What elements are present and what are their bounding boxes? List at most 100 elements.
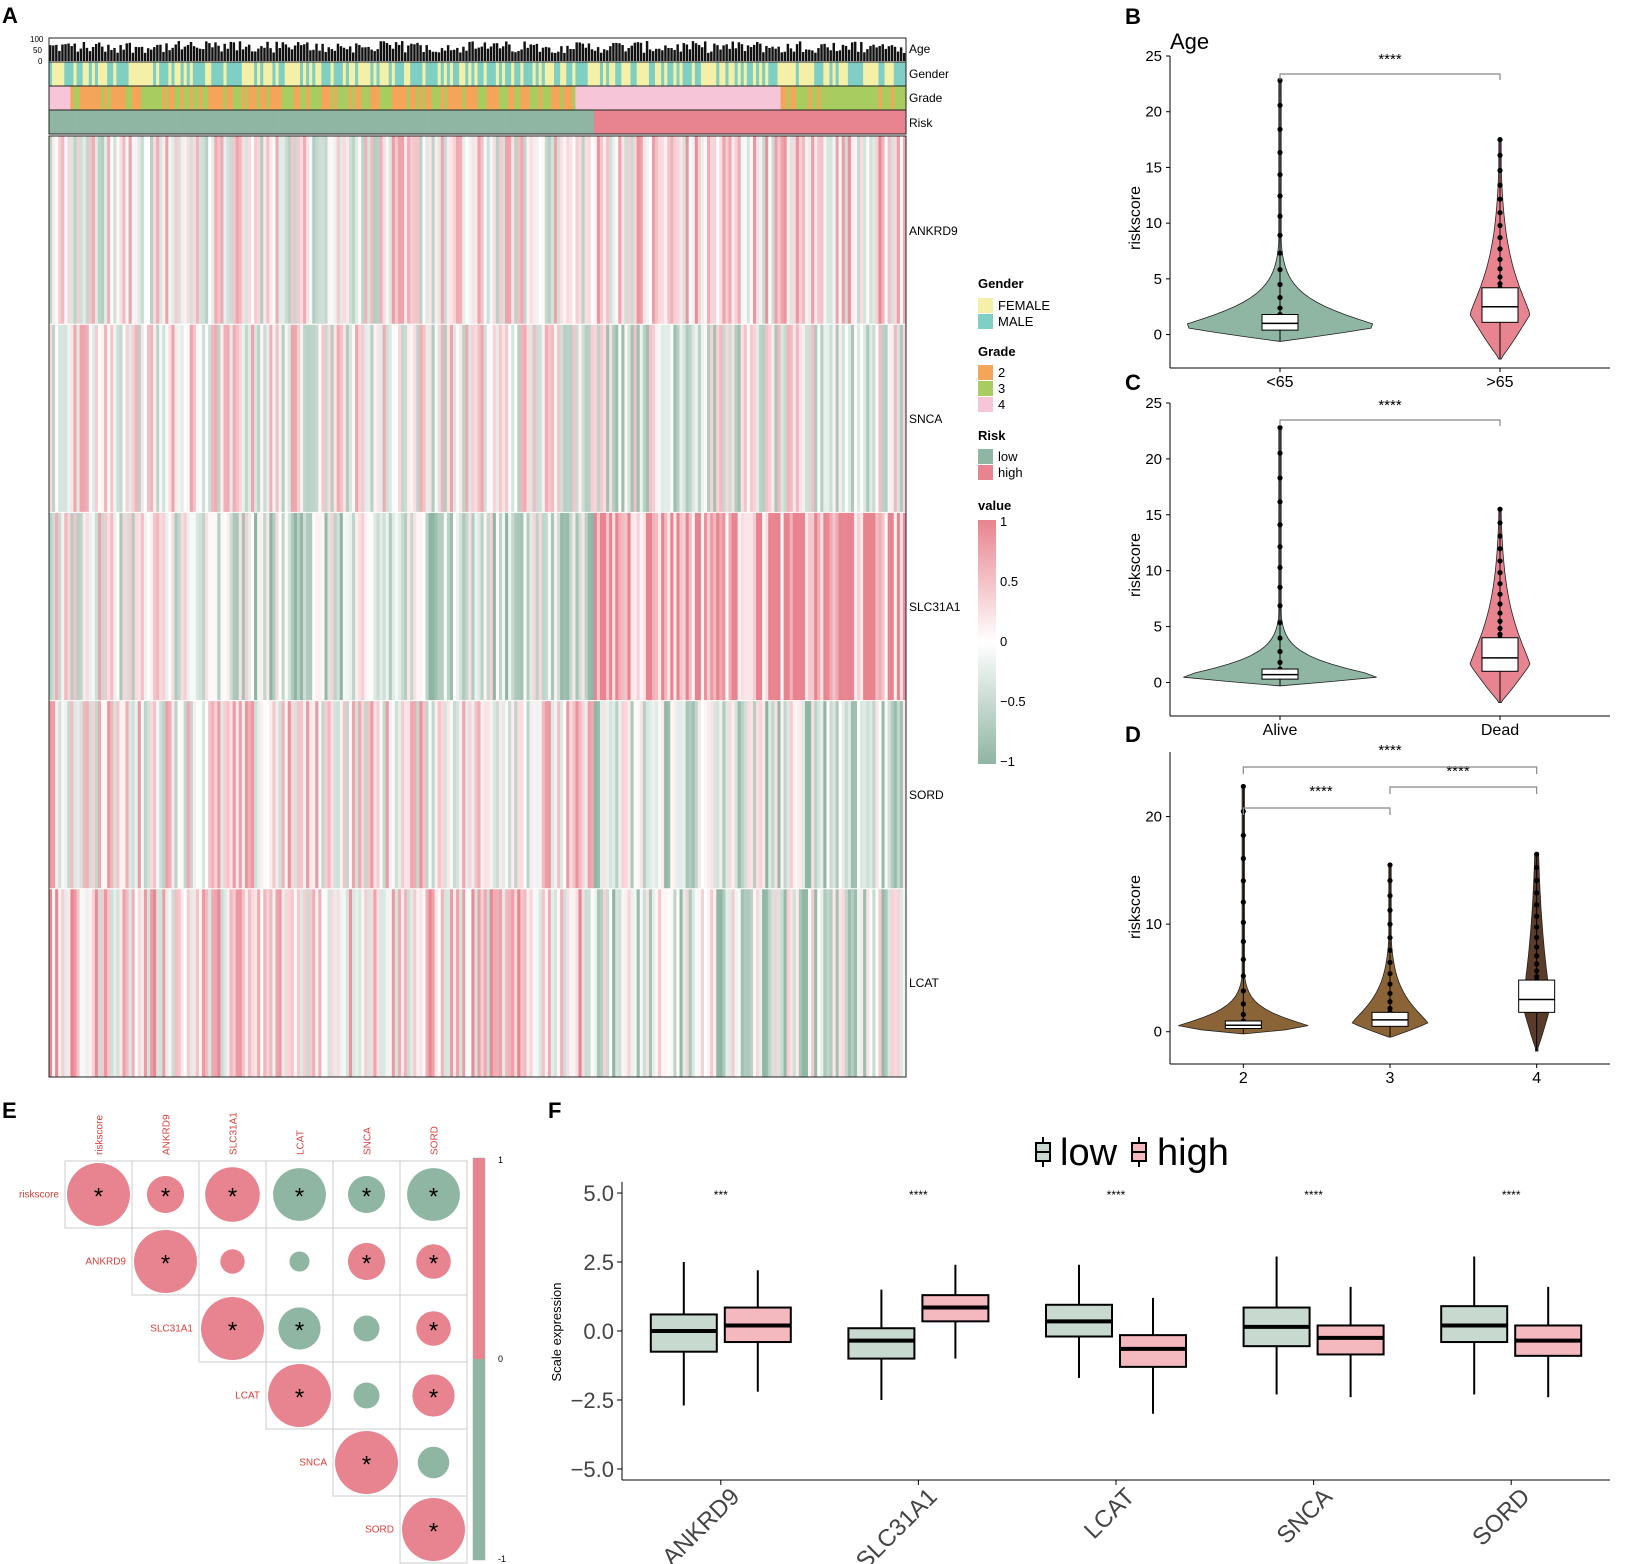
risk-cell [278, 110, 283, 134]
age-bar [896, 51, 900, 61]
heatmap-cell [896, 512, 901, 701]
heatmap-cell [725, 136, 729, 325]
heatmap-cell [890, 700, 895, 889]
heatmap-cell [296, 324, 301, 513]
heatmap-cell [247, 324, 252, 513]
age-bar [290, 49, 294, 61]
gender-cell [590, 62, 595, 86]
heatmap-cell [358, 700, 362, 889]
age-bar [214, 42, 217, 61]
heatmap-cell [541, 700, 546, 889]
heatmap-cell [150, 512, 154, 701]
heatmap-cell [480, 512, 485, 701]
risk-cell [477, 110, 481, 134]
heatmap-cell [192, 888, 197, 1077]
heatmap-cell [511, 700, 515, 889]
gender-cell [269, 62, 273, 86]
heatmap-cell [434, 700, 439, 889]
heatmap-cell [156, 888, 160, 1077]
heatmap-cell [327, 324, 331, 513]
heatmap-cell [394, 888, 399, 1077]
heatmap-cell [746, 888, 751, 1077]
heatmap-cell [143, 324, 148, 513]
heatmap-cell [878, 136, 882, 325]
heatmap-cell [639, 700, 644, 889]
heatmap-cell [453, 700, 457, 889]
heatmap-cell [480, 700, 485, 889]
grade-annotation-track [49, 86, 907, 110]
gender-cell [272, 62, 276, 86]
heatmap-cell [618, 700, 622, 889]
gender-cell [275, 62, 279, 86]
heatmap-cell [342, 512, 347, 701]
grade-cell [146, 86, 151, 110]
outlier-point [1240, 855, 1246, 862]
heatmap-cell [391, 700, 396, 889]
outlier-point [1387, 1005, 1393, 1011]
heatmap-cell [645, 888, 650, 1077]
age-bar [667, 47, 670, 61]
gender-cell [324, 62, 328, 86]
heatmap-cell [523, 512, 527, 701]
gender-cell [379, 62, 384, 86]
grade-cell [728, 86, 732, 110]
risk-cell [257, 110, 261, 134]
gender-cell [49, 62, 53, 86]
heatmap-cell [566, 888, 570, 1077]
grade-cell [205, 86, 209, 110]
gender-cell [508, 62, 512, 86]
heatmap-cell [486, 700, 491, 889]
heatmap-cell [826, 888, 830, 1077]
grade-cell [373, 86, 377, 110]
heatmap-cell [541, 324, 546, 513]
heatmap-cell [180, 700, 185, 889]
heatmap-cell [624, 324, 628, 513]
outlier-point [1497, 222, 1503, 229]
age-bar [416, 42, 419, 61]
heatmap-cell [541, 136, 546, 325]
grade-cell [667, 86, 671, 110]
grade-cell [254, 86, 258, 110]
heatmap-cell [823, 512, 827, 701]
gender-cell [462, 62, 466, 86]
heatmap-cell [303, 888, 307, 1077]
gender-cell [79, 62, 84, 86]
heatmap-cell [330, 512, 335, 701]
corr-circle [416, 1244, 451, 1279]
age-bar [146, 48, 150, 61]
heatmap-cell [554, 700, 558, 889]
heatmap-cell [630, 888, 634, 1077]
heatmap-cell [902, 324, 907, 513]
outlier-point [1277, 281, 1283, 288]
outlier-point [1277, 499, 1283, 505]
heatmap-cell [550, 324, 555, 513]
heatmap-cell [385, 136, 390, 325]
heatmap-cell [195, 324, 200, 513]
grade-cell [599, 86, 604, 110]
heatmap-cell [477, 136, 481, 325]
heatmap-cell [339, 136, 344, 325]
gender-cell [538, 62, 543, 86]
heatmap-cell [422, 136, 426, 325]
heatmap-cell [593, 512, 598, 701]
heatmap-cell [517, 324, 521, 513]
heatmap-cell [376, 512, 380, 701]
heatmap-cell [734, 888, 739, 1077]
heatmap-cell [593, 888, 598, 1077]
heatmap-cell [896, 700, 901, 889]
gender-cell [526, 62, 530, 86]
heatmap-cell [578, 512, 582, 701]
heatmap-cell [563, 324, 567, 513]
heatmap-cell [584, 888, 589, 1077]
heatmap-cell [312, 700, 316, 889]
heatmap-cell [896, 888, 901, 1077]
annotation-label-gender: Gender [909, 67, 949, 81]
corr-cell [332, 1294, 401, 1363]
grade-cell [624, 86, 628, 110]
corr-significance: * [161, 1184, 170, 1211]
heatmap-cell [189, 888, 194, 1077]
legend-key-low [1035, 1137, 1051, 1167]
grade-cell [330, 86, 335, 110]
risk-cell [272, 110, 276, 134]
heatmap-cell [820, 888, 824, 1077]
